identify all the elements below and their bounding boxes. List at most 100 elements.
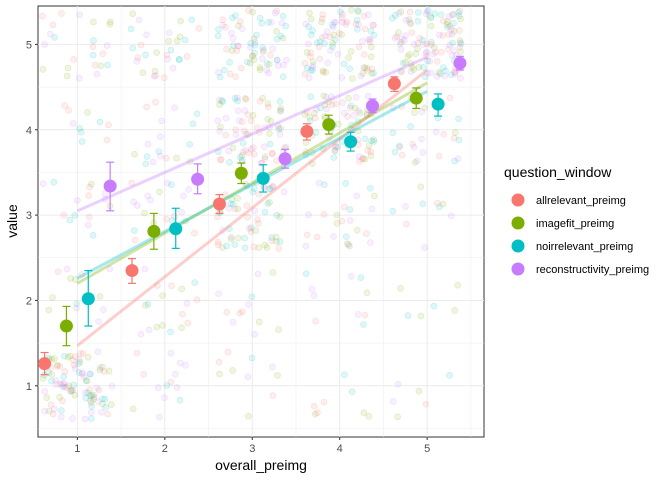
jitter-point xyxy=(325,98,333,106)
jitter-point xyxy=(273,7,281,15)
jitter-point xyxy=(56,393,63,401)
jitter-point xyxy=(152,72,159,80)
jitter-point xyxy=(255,191,263,198)
jitter-point xyxy=(132,236,139,244)
jitter-point xyxy=(332,36,339,44)
jitter-point xyxy=(345,241,352,248)
jitter-point xyxy=(71,212,79,219)
jitter-point xyxy=(276,107,284,114)
jitter-point xyxy=(250,144,257,151)
jitter-point xyxy=(157,133,164,140)
jitter-point xyxy=(357,274,365,282)
jitter-point xyxy=(263,67,271,74)
jitter-point xyxy=(185,186,192,193)
jitter-point xyxy=(361,311,369,319)
jitter-point xyxy=(260,143,268,151)
jitter-point xyxy=(261,124,268,131)
jitter-point xyxy=(347,272,355,280)
jitter-point xyxy=(216,101,223,108)
jitter-point xyxy=(435,152,443,160)
jitter-point xyxy=(411,159,419,166)
jitter-point xyxy=(234,97,241,105)
legend-label: allrelevant_preimg xyxy=(536,195,626,207)
jitter-point xyxy=(86,370,94,378)
jitter-point xyxy=(402,16,410,24)
jitter-point xyxy=(451,307,459,314)
jitter-point xyxy=(247,44,254,51)
jitter-point xyxy=(189,120,197,128)
jitter-point xyxy=(419,149,427,156)
jitter-point xyxy=(41,407,48,415)
jitter-point xyxy=(228,29,235,37)
jitter-point xyxy=(271,9,279,17)
jitter-point xyxy=(302,148,310,155)
jitter-point xyxy=(338,14,346,22)
jitter-point xyxy=(401,59,409,66)
jitter-point xyxy=(407,68,415,75)
jitter-point xyxy=(223,242,230,250)
jitter-point xyxy=(232,131,240,138)
jitter-point xyxy=(450,19,457,27)
jitter-point xyxy=(101,195,109,203)
jitter-point xyxy=(226,70,234,78)
jitter-point xyxy=(354,25,361,33)
jitter-point xyxy=(396,40,404,48)
jitter-point xyxy=(456,39,464,47)
jitter-point xyxy=(164,179,171,187)
jitter-point xyxy=(214,117,222,125)
jitter-point xyxy=(419,200,427,208)
jitter-point xyxy=(232,73,239,80)
y-tick-label: 1 xyxy=(26,381,32,393)
jitter-point xyxy=(316,55,324,63)
jitter-point xyxy=(173,154,180,162)
jitter-point xyxy=(256,64,264,71)
jitter-point xyxy=(307,15,315,23)
jitter-point xyxy=(87,370,94,378)
jitter-point xyxy=(103,136,111,144)
jitter-point xyxy=(261,153,269,160)
jitter-point xyxy=(368,43,375,51)
jitter-point xyxy=(303,64,311,72)
jitter-point xyxy=(319,11,327,18)
y-axis-title: value xyxy=(4,204,20,238)
jitter-point xyxy=(435,31,443,39)
jitter-point xyxy=(269,392,277,399)
jitter-point xyxy=(427,14,435,22)
jitter-point xyxy=(310,402,318,410)
jitter-point xyxy=(322,69,330,76)
jitter-point xyxy=(455,115,462,123)
jitter-point xyxy=(176,56,183,63)
jitter-point xyxy=(88,403,95,410)
jitter-point xyxy=(221,66,228,74)
jitter-point xyxy=(250,56,258,63)
jitter-point xyxy=(423,40,431,48)
jitter-point xyxy=(90,37,97,44)
jitter-point xyxy=(93,70,101,78)
jitter-point xyxy=(89,232,97,239)
jitter-point xyxy=(233,47,241,55)
jitter-point xyxy=(248,354,256,362)
jitter-point xyxy=(255,318,263,326)
jitter-point xyxy=(76,11,83,19)
jitter-point xyxy=(49,294,56,301)
jitter-point xyxy=(133,57,141,65)
jitter-point xyxy=(70,381,78,389)
jitter-point xyxy=(301,111,309,118)
jitter-point xyxy=(301,71,309,78)
jitter-point xyxy=(259,94,267,102)
jitter-point xyxy=(322,93,330,101)
jitter-point xyxy=(309,62,317,69)
jitter-point xyxy=(423,52,430,60)
jitter-point xyxy=(231,95,239,102)
jitter-point xyxy=(238,152,246,159)
jitter-point xyxy=(283,56,290,64)
jitter-point xyxy=(144,192,151,200)
jitter-point xyxy=(279,73,287,80)
jitter-point xyxy=(140,370,147,378)
jitter-point xyxy=(341,203,348,211)
jitter-point xyxy=(421,73,429,81)
jitter-point xyxy=(279,34,287,42)
jitter-point xyxy=(164,55,171,63)
jitter-point xyxy=(354,311,362,318)
